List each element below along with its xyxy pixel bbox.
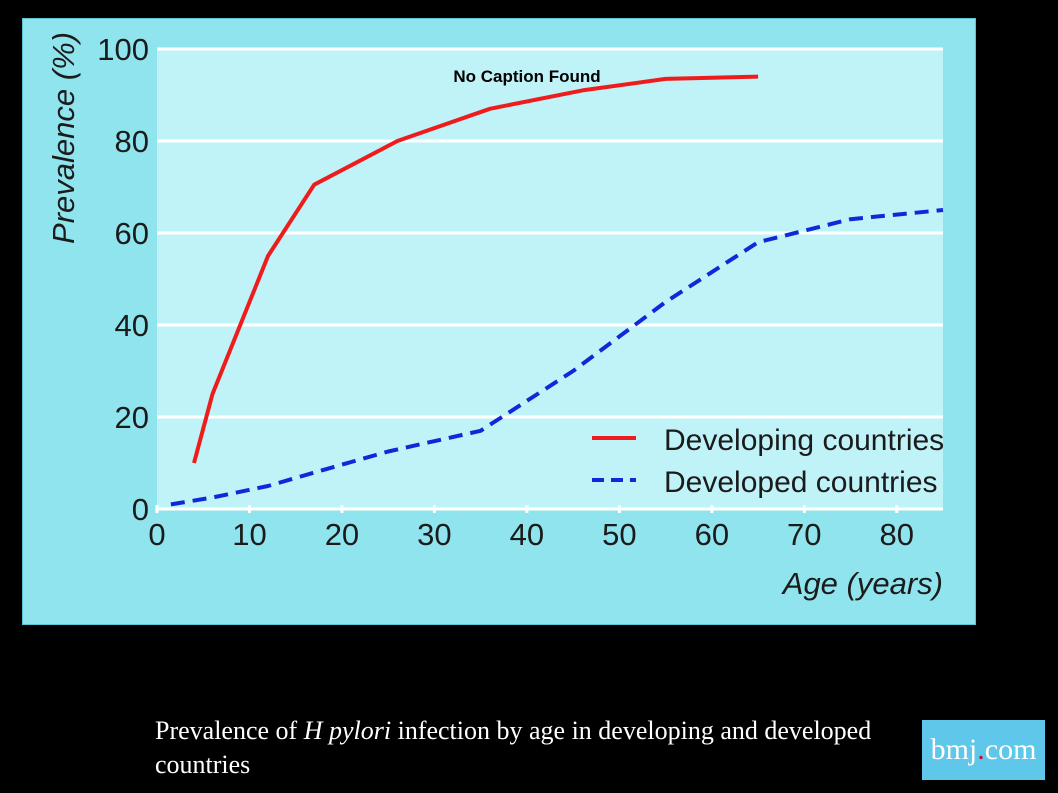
x-tick-label-10: 10 — [232, 517, 266, 552]
x-axis-title: Age (years) — [781, 566, 943, 601]
figure-caption: Prevalence of H pylori infection by age … — [155, 714, 895, 782]
y-tick-label-80: 80 — [115, 124, 149, 159]
bmj-logo: bmj.com — [922, 720, 1045, 780]
y-axis-title: Prevalence (%) — [46, 32, 81, 244]
legend-label-developed: Developed countries — [664, 466, 938, 499]
logo-text-bmj: bmj — [930, 733, 978, 766]
series-layer — [170, 74, 944, 507]
y-tick-label-100: 100 — [97, 32, 149, 67]
plot-area — [157, 49, 943, 509]
chart-frame: 0 20 40 60 80 100 0 10 20 30 40 50 60 70 80 No Caption… — [22, 18, 976, 625]
caption-italic-species: H pylori — [303, 716, 392, 745]
legend: Developing countries Developed countries — [592, 424, 944, 499]
x-tick-label-50: 50 — [602, 517, 636, 552]
caption-text-end: infection by age in developing and devel… — [155, 716, 872, 779]
y-tick-label-60: 60 — [115, 216, 149, 251]
x-tick-label-70: 70 — [787, 517, 821, 552]
y-tick-label-40: 40 — [115, 308, 149, 343]
chart-title: No Caption Found — [453, 67, 600, 86]
legend-label-developing: Developing countries — [664, 424, 944, 457]
x-tick-label-30: 30 — [417, 517, 451, 552]
y-tick-label-0: 0 — [132, 492, 149, 527]
x-tick-label-0: 0 — [148, 517, 165, 552]
tick-labels: 0 20 40 60 80 100 0 10 20 30 40 50 60 70 80 — [97, 32, 914, 552]
x-tick-label-40: 40 — [510, 517, 544, 552]
y-tick-label-20: 20 — [115, 400, 149, 435]
gridlines — [155, 47, 943, 513]
prevalence-chart: 0 20 40 60 80 100 0 10 20 30 40 50 60 70 80 No Caption… — [22, 18, 976, 625]
logo-text-com: com — [984, 733, 1037, 766]
x-tick-label-80: 80 — [880, 517, 914, 552]
logo-dot: . — [977, 733, 985, 766]
x-tick-label-60: 60 — [695, 517, 729, 552]
caption-text-start: Prevalence of — [155, 716, 304, 745]
x-tick-label-20: 20 — [325, 517, 359, 552]
